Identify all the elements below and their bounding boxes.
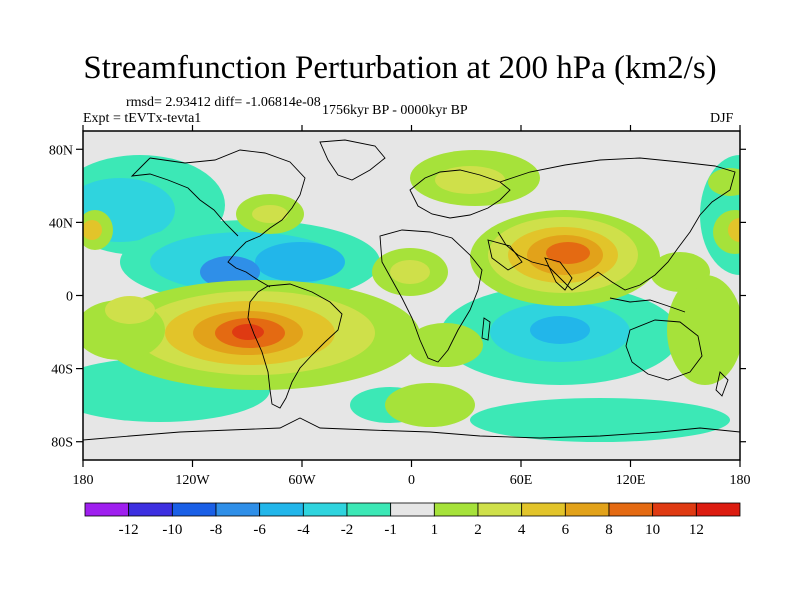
colorbar-swatch: [346, 502, 392, 517]
pos-region-south-indian: [385, 383, 475, 427]
neg-peak-subtropics-west: [200, 256, 260, 288]
coastline-madagascar: [481, 317, 491, 341]
colorbar-label: 8: [605, 522, 613, 538]
coastline-antarctica: [83, 417, 740, 441]
field-layer: [83, 131, 740, 460]
pos-mid-south-east-pacific: [105, 296, 155, 324]
colorbar-swatch: [608, 502, 654, 517]
coastline-greenland: [319, 139, 386, 181]
lon-tick-label: 180: [730, 473, 751, 488]
colorbar-label: -12: [119, 522, 139, 538]
lat-axis: 80N 40N 0 40S 80S: [49, 143, 746, 451]
lon-tick-label: 180: [73, 473, 94, 488]
season-label: DJF: [710, 111, 734, 126]
colorbar-swatch: [215, 502, 261, 517]
colorbar-label: -1: [384, 522, 397, 538]
lon-tick-label: 60E: [510, 473, 533, 488]
pos-mid-africa: [390, 260, 430, 284]
coastline-arabia: [487, 239, 523, 271]
neg-inner-subtropics-west: [255, 242, 345, 282]
colorbar-swatch: [84, 502, 130, 517]
lat-tick-label: 0: [66, 290, 73, 305]
lat-tick-label: 80S: [51, 436, 73, 451]
colorbar: -12 -10 -8 -6 -4 -2 -1 1 2 4 6 8 10 12: [84, 502, 741, 538]
coastline-south-america: [247, 283, 343, 409]
neg-region-southern-ocean: [470, 398, 730, 442]
colorbar-label: 4: [518, 522, 526, 538]
colorbar-label: 2: [474, 522, 482, 538]
colorbar-label: 12: [689, 522, 704, 538]
experiment-label: Expt = tEVTx-tevta1: [83, 111, 202, 126]
colorbar-label: 10: [645, 522, 660, 538]
pos-core-east-pacific-north: [728, 218, 740, 242]
stats-label: rmsd= 2.93412 diff= -1.06814e-08: [126, 95, 321, 110]
coastline-asia: [497, 157, 736, 291]
coastline-alaska: [130, 157, 239, 237]
coastline-europe: [409, 169, 511, 219]
neg-peak-indian-ocean: [530, 316, 590, 344]
colorbar-label: -6: [253, 522, 266, 538]
coastline-australia: [625, 319, 703, 381]
lat-tick-label: 40S: [51, 363, 73, 378]
lat-tick-label: 80N: [49, 143, 73, 158]
lon-tick-label: 120E: [616, 473, 646, 488]
colorbar-label: -8: [210, 522, 223, 538]
lon-tick-label: 120W: [175, 473, 210, 488]
colorbar-swatch: [302, 502, 348, 517]
pos-region-australia-east: [667, 275, 740, 385]
pos-region-west-pacific: [650, 252, 710, 292]
colorbar-label: -2: [341, 522, 354, 538]
plot-title: Streamfunction Perturbation at 200 hPa (…: [83, 50, 717, 86]
colorbar-label: 6: [562, 522, 570, 538]
pos-region-north-east-pacific: [708, 168, 740, 196]
coastline-india: [544, 257, 573, 291]
period-label: 1756kyr BP - 0000kyr BP: [322, 103, 468, 118]
colorbar-label: 1: [431, 522, 439, 538]
coastline-africa: [379, 229, 483, 363]
colorbar-swatch: [521, 502, 566, 517]
colorbar-swatch: [695, 502, 741, 517]
colorbar-swatch: [171, 502, 217, 517]
colorbar-swatch: [652, 502, 697, 517]
colorbar-swatch: [433, 502, 479, 517]
colorbar-swatch: [390, 502, 435, 517]
coastline-north-america: [149, 149, 306, 288]
pos-mid-north-america: [252, 205, 288, 223]
colorbar-swatch: [477, 502, 523, 517]
lat-tick-label: 40N: [49, 216, 73, 231]
colorbar-label: -10: [162, 522, 182, 538]
colorbar-label: -4: [297, 522, 310, 538]
colorbar-swatch: [128, 502, 173, 517]
lon-tick-label: 0: [408, 473, 415, 488]
pos-mid-north-atlantic: [435, 166, 505, 194]
coastline-indonesia: [609, 297, 686, 313]
pos-hot-asia: [546, 242, 590, 264]
lon-axis: 180 120W 60W 0 60E 120E 180: [73, 125, 751, 488]
coastline-new-zealand: [715, 371, 729, 397]
pos-region-south-africa: [407, 323, 483, 367]
coastlines: [83, 139, 740, 441]
pos-core-west-pacific-north: [83, 220, 102, 240]
lon-tick-label: 60W: [288, 473, 316, 488]
pos-peak-south-america: [232, 324, 264, 340]
colorbar-swatch: [564, 502, 610, 517]
colorbar-swatch: [259, 502, 304, 517]
